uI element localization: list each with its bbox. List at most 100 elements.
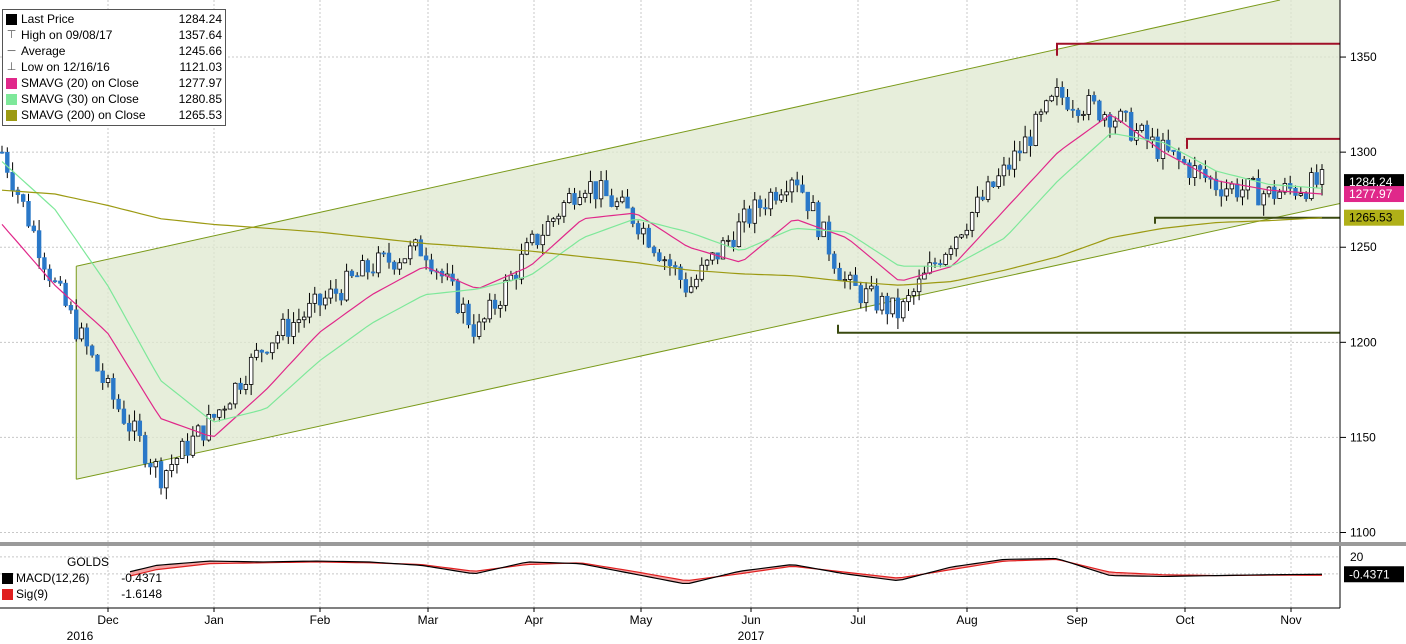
candle-down (1144, 124, 1150, 141)
legend-item-average: ─ Average 1245.66 (7, 44, 222, 58)
month-label: Dec (97, 613, 118, 627)
candle-up (105, 378, 111, 383)
candle-up (217, 409, 222, 418)
candle-down (1213, 178, 1219, 191)
candle-down (609, 195, 614, 207)
candle-up (1298, 193, 1303, 196)
candle-down (572, 193, 577, 205)
candle-down (683, 279, 689, 293)
candle-down (211, 413, 217, 418)
candle-down (794, 179, 800, 186)
month-label: Jun (741, 613, 760, 627)
candle-up (1245, 178, 1250, 191)
candle-up (132, 420, 137, 432)
candle-down (1091, 95, 1097, 102)
candle-up (688, 286, 694, 293)
panel-separator (0, 542, 1406, 546)
candle-down (1097, 100, 1102, 121)
candle-up (275, 335, 280, 344)
legend-item-low: ⊥ Low on 12/16/16 1121.03 (6, 60, 222, 74)
candle-up (402, 258, 408, 264)
candle-down (386, 252, 392, 263)
candle-up (842, 279, 848, 281)
black-square-icon (2, 572, 13, 584)
candle-up (879, 295, 885, 311)
resistance-line-high (1056, 42, 1340, 56)
candle-up (1160, 139, 1166, 159)
candle-up (890, 297, 895, 315)
price-tick-label: 1350 (1350, 50, 1377, 64)
candle-up (736, 221, 742, 248)
candle-down (116, 398, 121, 410)
candle-up (577, 197, 583, 205)
candle-up (461, 303, 466, 313)
month-label: Feb (310, 613, 331, 627)
candle-up (927, 262, 932, 274)
candle-down (58, 280, 63, 284)
candle-down (1197, 165, 1203, 170)
candle-down (826, 221, 832, 255)
candle-down (874, 285, 879, 311)
candle-down (1107, 114, 1113, 128)
last-price-tag-text: 1284.24 (1349, 175, 1393, 189)
candle-down (365, 260, 370, 273)
candle-up (407, 245, 413, 260)
signal-line (129, 558, 1323, 581)
candle-down (1128, 111, 1134, 141)
signal-legend-item: Sig(9) -1.6148 (2, 586, 162, 602)
candle-up (863, 288, 869, 304)
candle-up (529, 233, 535, 244)
candle-down (1187, 162, 1192, 178)
candle-down (111, 378, 116, 400)
sma-line-2 (1, 189, 1323, 286)
candle-down (938, 263, 943, 265)
macd-tag-box (1344, 566, 1404, 583)
legend-item-last-price: Last Price 1284.24 (3, 11, 225, 27)
legend-item-sma200: SMAVG (200) on Close 1265.53 (3, 107, 225, 123)
candle-down (286, 318, 291, 337)
candle-up (206, 413, 211, 441)
candle-down (492, 299, 498, 309)
macd-legend: GOLDS MACD(12,26) -0.4371 Sig(9) -1.6148 (2, 554, 162, 602)
candle-down (26, 201, 31, 227)
candle-up (169, 464, 174, 471)
candle-up (561, 202, 567, 217)
candle-down (455, 280, 461, 313)
candle-up (1038, 111, 1044, 115)
candle-down (747, 208, 752, 224)
candle-down (466, 303, 471, 326)
candle-up (556, 215, 561, 220)
candle-up (482, 318, 487, 323)
candle-up (1277, 191, 1282, 199)
candle-down (980, 196, 985, 200)
candle-down (1272, 186, 1277, 199)
candle-up (704, 259, 710, 266)
candle-up (614, 201, 620, 207)
candle-down (31, 225, 37, 232)
candle-up (662, 259, 667, 262)
candle-up (954, 236, 959, 250)
candle-down (333, 288, 339, 294)
candle-up (620, 196, 625, 203)
candle-down (84, 327, 90, 347)
candle-up (1081, 113, 1086, 116)
candle-up (301, 316, 307, 321)
candle-down (805, 191, 810, 212)
candle-up (916, 278, 922, 293)
candle-down (418, 239, 423, 257)
price-tick-label: 1100 (1350, 525, 1376, 539)
candle-down (381, 252, 386, 255)
candle-down (673, 265, 678, 268)
macd-line (129, 557, 1323, 585)
macd-title: GOLDS (67, 555, 110, 569)
month-axis: Dec Jan Feb Mar Apr May Jun Jul Aug Sep Oct Nov 2016… (0, 607, 1340, 643)
candle-up (312, 293, 317, 304)
candle-down (1007, 164, 1012, 170)
candle-up (296, 319, 302, 323)
candle-down (1171, 149, 1176, 152)
candle-up (280, 318, 286, 336)
candle-up (1261, 193, 1266, 206)
candle-up (227, 403, 233, 410)
candle-down (853, 274, 858, 286)
candle-down (593, 181, 598, 200)
